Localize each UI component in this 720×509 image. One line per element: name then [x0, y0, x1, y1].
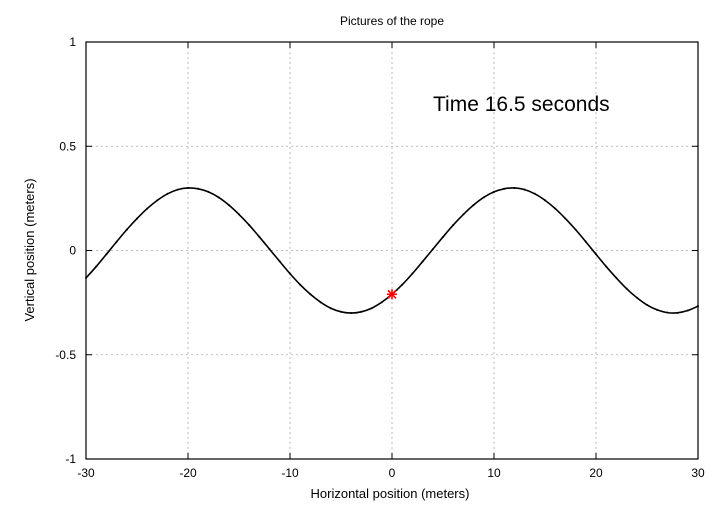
rope-point — [401, 283, 404, 286]
rope-point — [299, 283, 302, 286]
rope-point — [309, 293, 312, 296]
ticks: -30 -20 -10 0 10 20 30 -1 -0.5 0 0.5 1 — [55, 35, 705, 480]
x-tick-label: 10 — [487, 466, 501, 480]
rope-point — [278, 260, 281, 263]
rope-point — [431, 248, 434, 251]
rope-point — [666, 311, 669, 314]
rope-point — [238, 213, 240, 216]
rope-point — [268, 248, 271, 251]
rope-point — [584, 240, 587, 243]
plot-frame — [85, 41, 699, 460]
rope-point — [615, 277, 618, 280]
x-tick-label: 0 — [389, 466, 396, 480]
time-annotation: Time 16.5 seconds — [433, 93, 610, 116]
rope-point — [676, 311, 679, 314]
x-tick-label: 20 — [589, 466, 603, 480]
rope-point — [146, 207, 149, 210]
x-tick-label: 30 — [691, 466, 705, 480]
rope-point — [207, 190, 210, 193]
rope-point — [686, 309, 689, 312]
marker-asterisk — [387, 289, 397, 300]
rope-point — [217, 196, 220, 199]
y-axis-label: Vertical position (meters) — [22, 178, 37, 321]
rope-point — [533, 192, 536, 195]
rope-point — [340, 310, 342, 313]
rope-point — [523, 188, 526, 191]
rope-point — [115, 240, 118, 243]
rope-point — [156, 199, 159, 202]
rope-point — [625, 287, 628, 290]
rope-point — [95, 265, 98, 268]
rope-point — [595, 253, 597, 256]
rope-point — [136, 217, 138, 220]
rope-point — [360, 310, 363, 313]
rope-point — [452, 224, 455, 227]
rope-point — [258, 235, 261, 238]
rope-point — [370, 307, 373, 310]
rope-point — [421, 260, 424, 263]
rope-point — [227, 204, 230, 207]
rope-point — [442, 235, 444, 238]
rope-point — [656, 308, 659, 311]
rope-point — [635, 296, 638, 299]
rope-point — [462, 213, 465, 216]
rope-point — [564, 217, 567, 220]
grid — [86, 42, 698, 459]
marker-stroke — [387, 289, 397, 299]
rope-point — [125, 228, 128, 231]
y-tick-label: -1 — [65, 452, 76, 466]
rope-point — [187, 186, 189, 189]
rope-point — [105, 253, 108, 256]
y-tick-label: 0.5 — [59, 139, 76, 153]
x-axis-label: Horizontal position (meters) — [311, 486, 470, 501]
rope-point — [513, 186, 516, 189]
rope-point — [197, 187, 200, 190]
rope-point — [544, 199, 546, 202]
y-tick-label: 0 — [69, 244, 76, 258]
rope-point — [289, 272, 291, 275]
chart-title: Pictures of the rope — [340, 14, 444, 28]
x-tick-label: -20 — [179, 466, 197, 480]
rope-point — [503, 187, 506, 190]
rope-point — [411, 272, 414, 275]
rope-point — [166, 192, 169, 195]
rope-point — [574, 228, 577, 231]
rope-point — [646, 303, 648, 306]
rope-point — [605, 265, 608, 268]
x-tick-label: -10 — [281, 466, 299, 480]
rope-point — [380, 301, 383, 304]
rope-point — [554, 207, 557, 210]
y-tick-label: 1 — [69, 35, 76, 49]
rope-point — [319, 301, 322, 304]
rope-point — [482, 196, 485, 199]
series-layer — [85, 186, 699, 315]
x-tick-label: -30 — [77, 466, 95, 480]
rope-point — [493, 190, 495, 193]
rope-point — [248, 224, 251, 227]
y-tick-label: -0.5 — [55, 348, 76, 362]
rope-point — [350, 312, 353, 315]
rope-point — [329, 307, 332, 310]
rope-point — [472, 204, 475, 207]
rope-point — [176, 188, 179, 191]
